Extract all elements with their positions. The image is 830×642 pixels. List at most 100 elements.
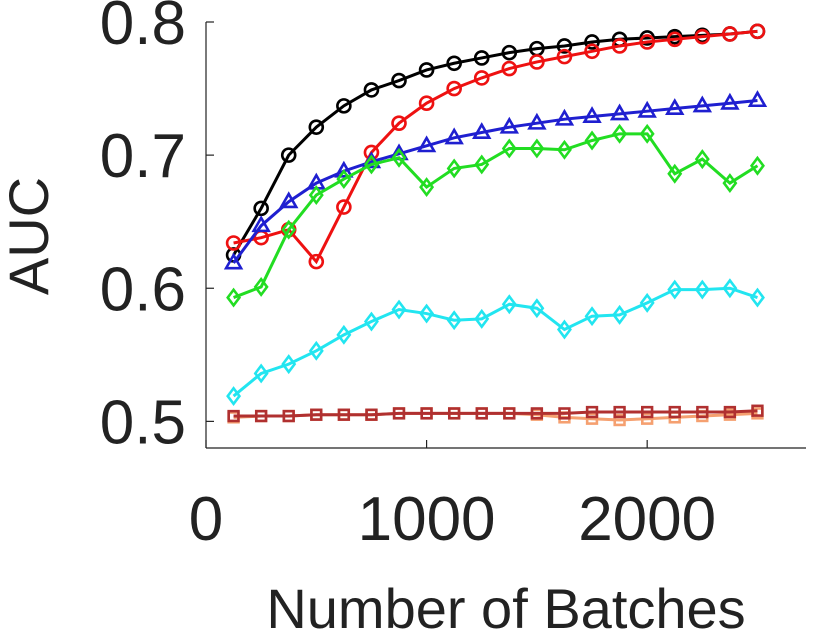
data-point (308, 253, 325, 270)
data-point (363, 311, 379, 332)
data-point (556, 38, 573, 54)
chart-axes (205, 22, 806, 449)
data-point (336, 98, 352, 114)
y-tick-label: 0.8 (100, 0, 186, 58)
data-point (253, 276, 269, 297)
series-line (233, 132, 759, 299)
data-point (392, 407, 406, 420)
data-point (310, 408, 323, 421)
series-line (232, 286, 758, 398)
series-3 (223, 90, 768, 270)
data-point (225, 235, 242, 251)
data-point (446, 310, 462, 331)
data-point (694, 279, 710, 300)
data-point (363, 82, 380, 98)
data-point (501, 44, 518, 61)
series-line (233, 29, 758, 265)
data-point (280, 147, 297, 163)
data-point (418, 62, 435, 78)
data-point (391, 115, 407, 131)
data-point (694, 149, 710, 170)
y-tick-label: 0.5 (100, 388, 186, 457)
data-point (613, 405, 626, 419)
data-point (281, 219, 297, 240)
y-tick-label: 0.6 (100, 255, 186, 324)
data-point (308, 340, 324, 361)
data-point (308, 119, 325, 135)
data-point (696, 405, 709, 419)
data-point (637, 100, 657, 118)
data-point (585, 412, 599, 425)
data-point (446, 80, 462, 97)
data-point (527, 112, 547, 130)
data-point (582, 106, 602, 124)
data-point (751, 404, 764, 417)
data-point (444, 127, 464, 145)
data-point (365, 408, 378, 421)
data-point (694, 28, 711, 45)
data-point (723, 405, 737, 419)
data-point (529, 138, 545, 159)
data-point (641, 412, 654, 425)
data-point (281, 354, 297, 375)
data-point (611, 38, 628, 54)
data-point (419, 303, 435, 324)
series-7 (227, 404, 764, 423)
data-point (558, 407, 571, 420)
data-point (530, 407, 544, 420)
data-point (612, 123, 628, 144)
data-point (418, 95, 435, 112)
data-point (391, 147, 407, 168)
data-point (336, 169, 352, 190)
data-point (253, 363, 269, 384)
data-point (475, 407, 488, 420)
data-point (641, 405, 654, 419)
data-point (474, 154, 490, 175)
data-point (503, 407, 516, 420)
data-point (584, 306, 600, 327)
data-point (227, 409, 240, 423)
series-layer (223, 23, 768, 427)
data-point (446, 158, 462, 179)
data-point (253, 200, 269, 217)
data-point (749, 287, 765, 308)
data-point (692, 95, 713, 113)
data-point (556, 139, 572, 160)
axis-ticks: 0.5 0.6 0.7 0.8 0 1000 2000 (100, 0, 716, 554)
data-point (473, 50, 490, 66)
data-point (609, 103, 630, 121)
data-point (722, 278, 738, 299)
data-point (585, 405, 599, 419)
data-point (501, 138, 517, 159)
data-point (554, 108, 575, 126)
data-point (667, 279, 683, 300)
data-point (278, 191, 299, 209)
data-point (391, 72, 407, 89)
data-point (668, 405, 681, 419)
series-line (232, 29, 758, 256)
data-point (472, 122, 492, 139)
data-point (226, 386, 242, 407)
data-point (420, 407, 433, 420)
data-point (639, 34, 655, 50)
data-point (336, 199, 352, 215)
data-point (501, 294, 517, 315)
data-point (667, 163, 683, 184)
data-point (665, 98, 685, 116)
data-point (363, 144, 380, 161)
x-axis-title: Number of Batches (266, 577, 745, 640)
data-point (613, 413, 626, 427)
data-point (749, 23, 766, 40)
series-4 (226, 123, 765, 308)
data-point (223, 252, 244, 270)
series-5 (226, 278, 765, 407)
data-point (639, 292, 655, 313)
data-point (419, 177, 435, 198)
data-point (337, 408, 351, 421)
data-point (416, 135, 437, 153)
data-point (720, 92, 740, 110)
data-point (499, 116, 520, 134)
data-point (251, 215, 271, 233)
data-point (473, 70, 490, 86)
